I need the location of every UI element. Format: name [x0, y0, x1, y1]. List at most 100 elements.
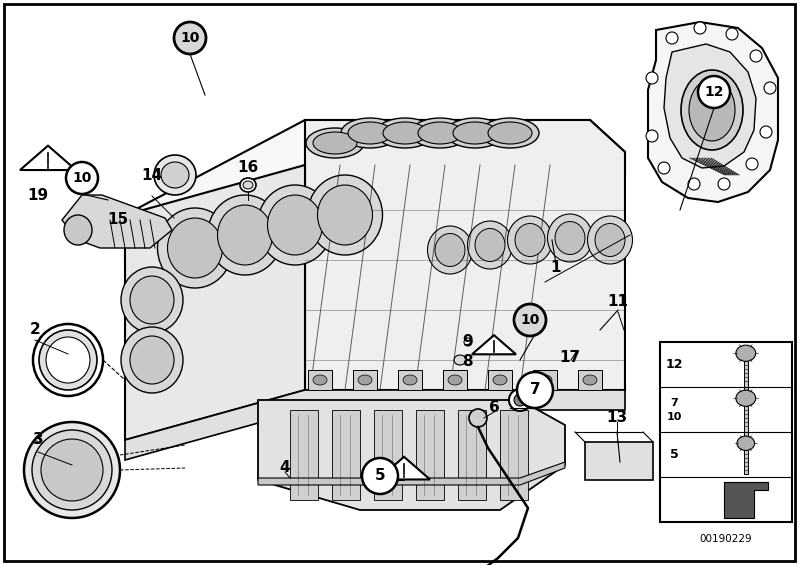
Circle shape [646, 72, 658, 84]
Ellipse shape [454, 355, 466, 365]
Circle shape [718, 178, 730, 190]
Ellipse shape [348, 122, 392, 144]
Ellipse shape [376, 118, 434, 148]
Ellipse shape [507, 216, 552, 264]
Polygon shape [472, 335, 516, 354]
Ellipse shape [313, 132, 357, 154]
Circle shape [517, 372, 553, 408]
Ellipse shape [168, 218, 222, 278]
Ellipse shape [515, 224, 545, 257]
FancyBboxPatch shape [744, 362, 748, 397]
Ellipse shape [446, 118, 504, 148]
Ellipse shape [595, 224, 625, 257]
Polygon shape [62, 195, 172, 248]
Polygon shape [578, 370, 602, 390]
Ellipse shape [268, 195, 323, 255]
Ellipse shape [538, 375, 552, 385]
Ellipse shape [689, 79, 735, 141]
Ellipse shape [157, 208, 233, 288]
Polygon shape [332, 410, 360, 500]
Text: 2: 2 [30, 323, 41, 337]
Polygon shape [398, 370, 422, 390]
FancyBboxPatch shape [744, 450, 748, 475]
Polygon shape [258, 400, 565, 510]
Polygon shape [664, 44, 756, 168]
Polygon shape [353, 370, 377, 390]
Polygon shape [648, 22, 778, 202]
Polygon shape [20, 146, 76, 170]
Polygon shape [500, 410, 528, 500]
Ellipse shape [403, 375, 417, 385]
Ellipse shape [475, 228, 505, 262]
Ellipse shape [467, 221, 512, 269]
Ellipse shape [257, 185, 332, 265]
Ellipse shape [737, 436, 754, 450]
FancyBboxPatch shape [660, 342, 792, 522]
Circle shape [666, 32, 678, 44]
Polygon shape [724, 481, 768, 518]
Text: 10: 10 [666, 411, 682, 421]
Polygon shape [533, 370, 557, 390]
Ellipse shape [33, 324, 103, 396]
Polygon shape [488, 370, 512, 390]
Ellipse shape [341, 118, 399, 148]
Circle shape [66, 162, 98, 194]
Ellipse shape [208, 195, 283, 275]
Ellipse shape [481, 118, 539, 148]
Ellipse shape [154, 155, 196, 195]
Text: 15: 15 [107, 212, 129, 228]
Text: 6: 6 [489, 401, 499, 415]
Polygon shape [258, 462, 565, 485]
Text: 12: 12 [666, 358, 683, 371]
Ellipse shape [509, 389, 531, 411]
Text: 17: 17 [559, 350, 581, 366]
Text: 16: 16 [237, 160, 259, 176]
Text: 00190229: 00190229 [700, 534, 753, 544]
Text: 11: 11 [607, 294, 629, 310]
Polygon shape [125, 165, 305, 440]
Polygon shape [458, 410, 486, 500]
Polygon shape [443, 370, 467, 390]
Ellipse shape [130, 336, 174, 384]
Ellipse shape [547, 214, 593, 262]
Polygon shape [378, 457, 430, 480]
Text: 5: 5 [375, 468, 385, 484]
Ellipse shape [161, 162, 189, 188]
FancyBboxPatch shape [744, 406, 748, 436]
Ellipse shape [32, 430, 112, 510]
Circle shape [694, 22, 706, 34]
Circle shape [698, 76, 730, 108]
Ellipse shape [555, 221, 585, 254]
Ellipse shape [736, 345, 756, 362]
Ellipse shape [64, 215, 92, 245]
Circle shape [760, 126, 772, 138]
Ellipse shape [41, 439, 103, 501]
Ellipse shape [448, 375, 462, 385]
Circle shape [764, 82, 776, 94]
Ellipse shape [587, 216, 633, 264]
Ellipse shape [427, 226, 472, 274]
Polygon shape [125, 120, 625, 260]
Circle shape [174, 22, 206, 54]
Circle shape [750, 50, 762, 62]
Text: 5: 5 [670, 448, 678, 461]
Ellipse shape [46, 337, 90, 383]
Ellipse shape [383, 122, 427, 144]
Text: 14: 14 [141, 167, 162, 182]
Circle shape [362, 458, 398, 494]
FancyBboxPatch shape [585, 442, 653, 480]
Polygon shape [125, 390, 625, 460]
Ellipse shape [411, 118, 469, 148]
Circle shape [646, 130, 658, 142]
Text: 9: 9 [463, 334, 473, 350]
Text: 12: 12 [704, 85, 724, 99]
Polygon shape [290, 410, 318, 500]
Text: 1: 1 [551, 260, 561, 276]
Ellipse shape [583, 375, 597, 385]
Ellipse shape [464, 338, 472, 346]
Circle shape [658, 162, 670, 174]
Ellipse shape [435, 233, 465, 267]
Text: 7: 7 [530, 383, 540, 398]
Ellipse shape [418, 122, 462, 144]
Text: 19: 19 [27, 188, 49, 202]
